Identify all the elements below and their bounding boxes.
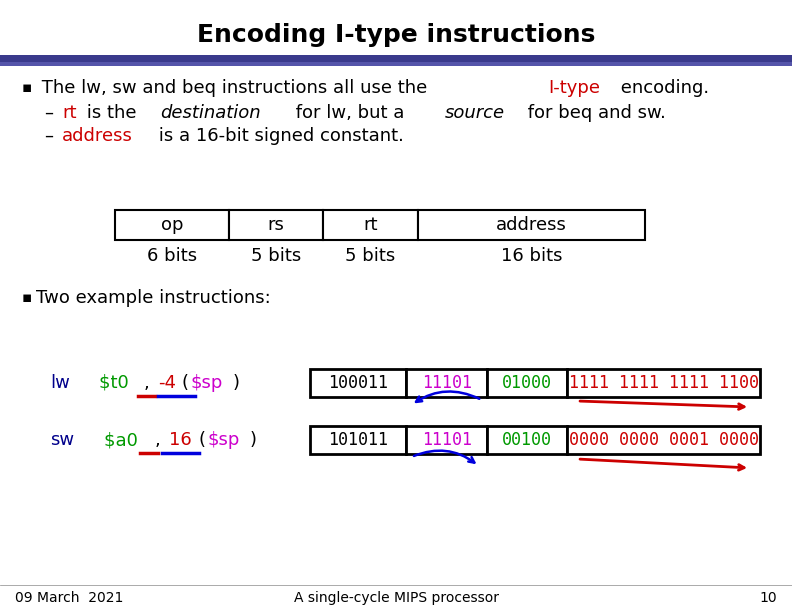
Text: (: ( (199, 431, 206, 449)
Text: encoding.: encoding. (615, 79, 710, 97)
Text: 09 March  2021: 09 March 2021 (15, 591, 124, 605)
Text: 1111 1111 1111 1100: 1111 1111 1111 1100 (569, 374, 759, 392)
Text: -4: -4 (158, 374, 177, 392)
Text: –: – (44, 104, 53, 122)
Text: –: – (44, 127, 53, 145)
Bar (487, 426, 567, 454)
Text: address: address (496, 216, 567, 234)
Bar (487, 369, 567, 397)
Text: ,: , (154, 431, 166, 449)
Text: 5 bits: 5 bits (345, 247, 396, 265)
Bar (323, 210, 418, 240)
Text: destination: destination (160, 104, 261, 122)
Text: I-type: I-type (548, 79, 600, 97)
Text: ,: , (143, 374, 155, 392)
Text: Two example instructions:: Two example instructions: (36, 289, 271, 307)
Text: ▪: ▪ (22, 81, 32, 95)
Text: $a0: $a0 (81, 431, 138, 449)
Bar (310, 369, 406, 397)
Text: 10: 10 (760, 591, 777, 605)
Text: lw: lw (50, 374, 70, 392)
Text: op: op (161, 216, 183, 234)
Bar (567, 369, 760, 397)
Bar (0, 55, 792, 62)
Text: A single-cycle MIPS processor: A single-cycle MIPS processor (294, 591, 498, 605)
Bar (115, 210, 229, 240)
Text: sw: sw (50, 431, 74, 449)
Text: The lw, sw and beq instructions all use the: The lw, sw and beq instructions all use … (36, 79, 433, 97)
Text: 00100: 00100 (502, 431, 552, 449)
Bar (406, 369, 487, 397)
Text: 101011: 101011 (328, 431, 388, 449)
Bar (310, 426, 406, 454)
Text: 6 bits: 6 bits (147, 247, 197, 265)
Text: ): ) (249, 431, 257, 449)
Text: 01000: 01000 (502, 374, 552, 392)
Text: (: ( (182, 374, 188, 392)
Bar (567, 426, 760, 454)
Text: address: address (62, 127, 133, 145)
Text: ): ) (233, 374, 240, 392)
Text: is a 16-bit signed constant.: is a 16-bit signed constant. (154, 127, 405, 145)
Text: 100011: 100011 (328, 374, 388, 392)
Text: for lw, but a: for lw, but a (290, 104, 409, 122)
Bar (418, 210, 645, 240)
Text: 5 bits: 5 bits (251, 247, 301, 265)
Text: rt: rt (364, 216, 378, 234)
Text: 0000 0000 0001 0000: 0000 0000 0001 0000 (569, 431, 759, 449)
Text: $t0: $t0 (76, 374, 128, 392)
Text: source: source (444, 104, 505, 122)
Text: 16: 16 (169, 431, 192, 449)
Text: is the: is the (81, 104, 142, 122)
Text: $sp: $sp (208, 431, 240, 449)
Text: ▪: ▪ (22, 291, 32, 305)
Text: for beq and sw.: for beq and sw. (522, 104, 666, 122)
Text: rt: rt (62, 104, 77, 122)
Text: 11101: 11101 (421, 374, 471, 392)
Text: 16 bits: 16 bits (501, 247, 562, 265)
Bar (0, 62, 792, 66)
Text: Encoding I-type instructions: Encoding I-type instructions (197, 23, 595, 47)
Bar (229, 210, 323, 240)
Text: 11101: 11101 (421, 431, 471, 449)
Text: $sp: $sp (191, 374, 223, 392)
Bar (406, 426, 487, 454)
Text: rs: rs (268, 216, 284, 234)
